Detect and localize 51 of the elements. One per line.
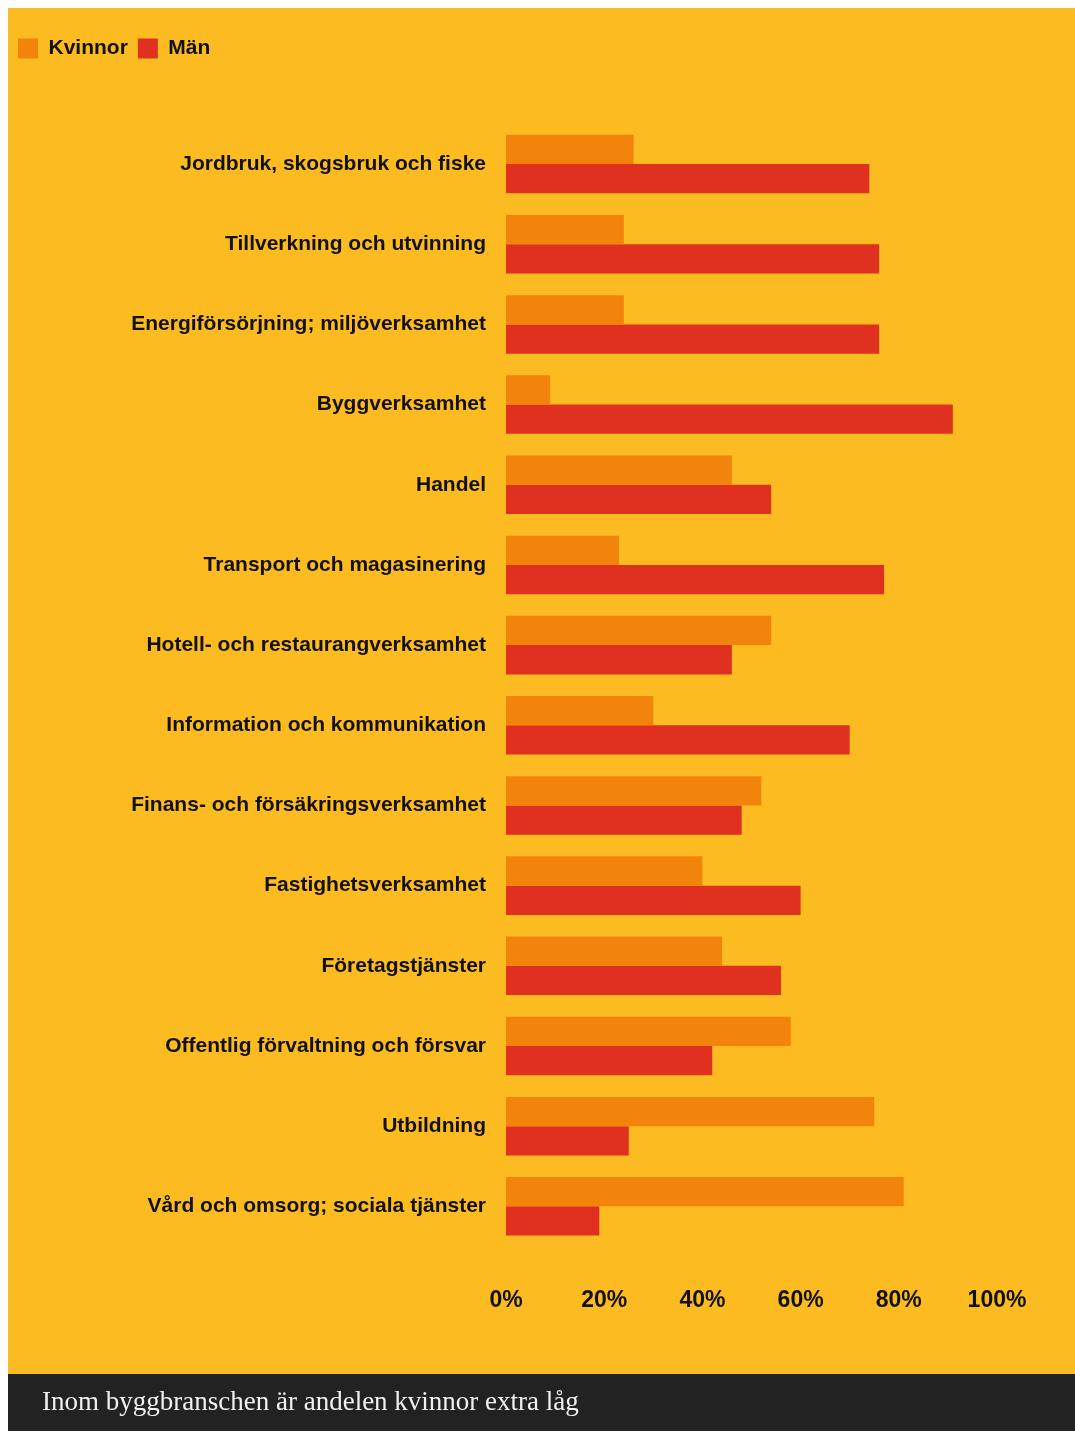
bar [506, 936, 723, 966]
bar [506, 696, 654, 726]
y-tick-label: Vård och omsorg; sociala tjänster [147, 1193, 486, 1217]
bar [506, 1096, 875, 1127]
bar [506, 1045, 713, 1076]
bar [506, 615, 772, 646]
y-tick-label: Tillverkning och utvinning [225, 231, 486, 255]
y-tick-label: Handel [415, 471, 486, 495]
bar [506, 134, 634, 165]
y-tick-label: Fastighetsverksamhet [264, 872, 486, 896]
bar [506, 484, 772, 515]
bar [506, 324, 880, 354]
x-tick-label: 20% [581, 1285, 628, 1312]
legend-label: Män [168, 35, 211, 59]
y-tick-label: Företagstjänster [321, 952, 486, 976]
bar [506, 885, 801, 915]
bar [506, 645, 732, 675]
bar [506, 776, 762, 806]
bar [506, 164, 870, 194]
x-tick-label: 40% [679, 1285, 726, 1312]
bar [506, 375, 551, 405]
x-tick-label: 60% [777, 1285, 824, 1312]
bar [506, 564, 885, 595]
bar [506, 215, 624, 245]
y-tick-label: Offentlig förvaltning och försvar [165, 1032, 486, 1056]
bar [506, 404, 953, 434]
y-tick-label: Jordbruk, skogsbruk och fiske [180, 150, 486, 174]
x-tick-label: 0% [489, 1285, 523, 1312]
x-tick-label: 100% [967, 1285, 1027, 1312]
y-tick-label: Information och kommunikation [166, 712, 486, 736]
legend-label: Kvinnor [48, 35, 128, 59]
bar [506, 455, 732, 485]
y-tick-label: Transport och magasinering [203, 551, 486, 575]
text: Inom byggbranschen är andelen kvinnor extra låg [8, 1374, 1075, 1431]
bar [506, 725, 850, 755]
y-tick-label: Energiförsörjning; miljöverksamhet [131, 311, 486, 335]
x-tick-label: 80% [875, 1285, 922, 1312]
bar [506, 856, 703, 886]
bar [506, 535, 619, 565]
bar [506, 1177, 904, 1207]
y-tick-label: Utbildning [382, 1112, 486, 1136]
y-tick-label: Byggverksamhet [316, 391, 486, 415]
bar [506, 1016, 791, 1046]
bar [506, 244, 880, 274]
bar [506, 965, 781, 996]
bar [506, 295, 624, 325]
y-tick-label: Hotell- och restaurangverksamhet [146, 631, 487, 655]
bar [506, 1206, 600, 1236]
bar [506, 1126, 629, 1156]
bar [506, 805, 742, 835]
y-tick-label: Finans- och försäkringsverksamhet [131, 792, 486, 816]
